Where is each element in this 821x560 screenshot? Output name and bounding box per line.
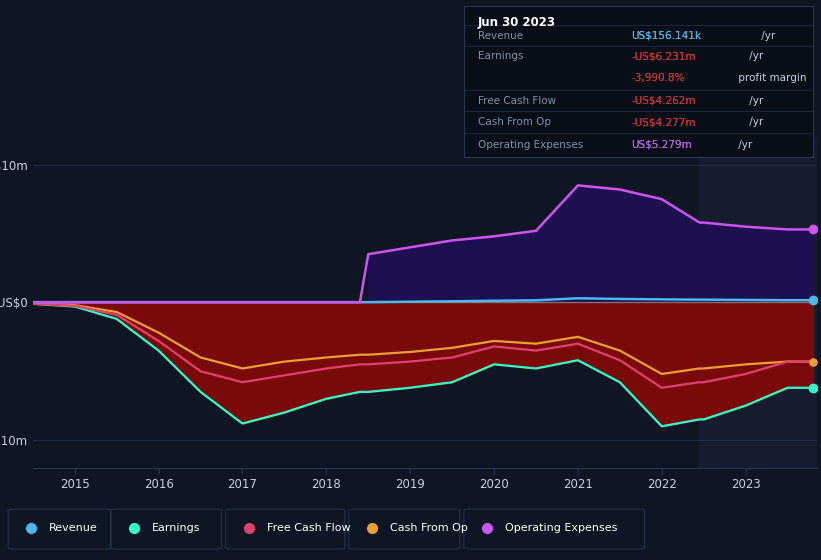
Text: Cash From Op: Cash From Op — [478, 117, 551, 127]
Text: Operating Expenses: Operating Expenses — [478, 139, 583, 150]
Text: -US$4.262m: -US$4.262m — [631, 96, 696, 106]
Text: Revenue: Revenue — [49, 523, 98, 533]
Text: Cash From Op: Cash From Op — [390, 523, 468, 533]
Bar — [699, 137, 817, 468]
Text: /yr: /yr — [736, 139, 753, 150]
Text: -US$4.277m: -US$4.277m — [631, 117, 696, 127]
Text: /yr: /yr — [746, 52, 764, 61]
Text: Earnings: Earnings — [152, 523, 200, 533]
Text: -US$6.231m: -US$6.231m — [631, 52, 696, 61]
Text: Free Cash Flow: Free Cash Flow — [478, 96, 556, 106]
Text: US$5.279m: US$5.279m — [631, 139, 692, 150]
Text: -US$4.262m: -US$4.262m — [631, 96, 696, 106]
Text: US$156.141k: US$156.141k — [631, 31, 701, 41]
Text: /yr: /yr — [746, 117, 764, 127]
Text: -US$4.277m: -US$4.277m — [631, 117, 696, 127]
Text: /yr: /yr — [746, 96, 764, 106]
Text: Jun 30 2023: Jun 30 2023 — [478, 16, 556, 29]
Text: profit margin: profit margin — [736, 73, 807, 83]
Text: /yr: /yr — [758, 31, 775, 41]
Text: US$5.279m: US$5.279m — [631, 139, 692, 150]
Text: -US$6.231m: -US$6.231m — [631, 52, 696, 61]
Text: Free Cash Flow: Free Cash Flow — [267, 523, 351, 533]
Text: Revenue: Revenue — [478, 31, 523, 41]
Text: Operating Expenses: Operating Expenses — [505, 523, 617, 533]
Text: -3,990.8%: -3,990.8% — [631, 73, 685, 83]
Text: Earnings: Earnings — [478, 52, 523, 61]
Text: -3,990.8%: -3,990.8% — [631, 73, 685, 83]
Text: US$156.141k: US$156.141k — [631, 31, 701, 41]
